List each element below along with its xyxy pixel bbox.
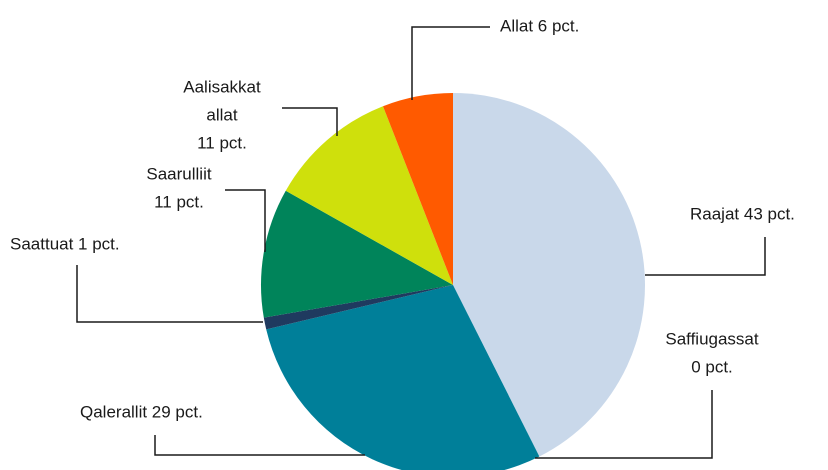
pie-slice <box>453 93 646 457</box>
slice-label: Allat 6 pct. <box>500 16 579 35</box>
leader-line <box>282 107 338 136</box>
slice-label: Saattuat 1 pct. <box>10 234 120 253</box>
pie-slice <box>261 190 453 318</box>
slice-label: Saffiugassat <box>665 329 759 348</box>
pie-slice <box>266 285 540 470</box>
leader-line <box>154 435 365 456</box>
leader-line <box>225 189 266 252</box>
slice-label: Qalerallit 29 pct. <box>80 402 203 421</box>
slice-label: Raajat 43 pct. <box>690 204 795 223</box>
slice-label: 11 pct. <box>154 192 204 211</box>
slice-label: allat <box>206 105 237 124</box>
pie-slice <box>382 93 453 285</box>
slice-label: Saarulliit <box>146 164 211 183</box>
leader-line <box>76 265 263 323</box>
leader-line <box>535 390 713 459</box>
pie-slice <box>285 106 453 285</box>
pie-slice <box>263 285 453 330</box>
slice-label: 0 pct. <box>691 357 733 376</box>
slice-label: Aalisakkat <box>183 77 261 96</box>
leader-line <box>645 237 766 276</box>
leader-line <box>411 26 490 100</box>
slice-label: 11 pct. <box>197 133 247 152</box>
